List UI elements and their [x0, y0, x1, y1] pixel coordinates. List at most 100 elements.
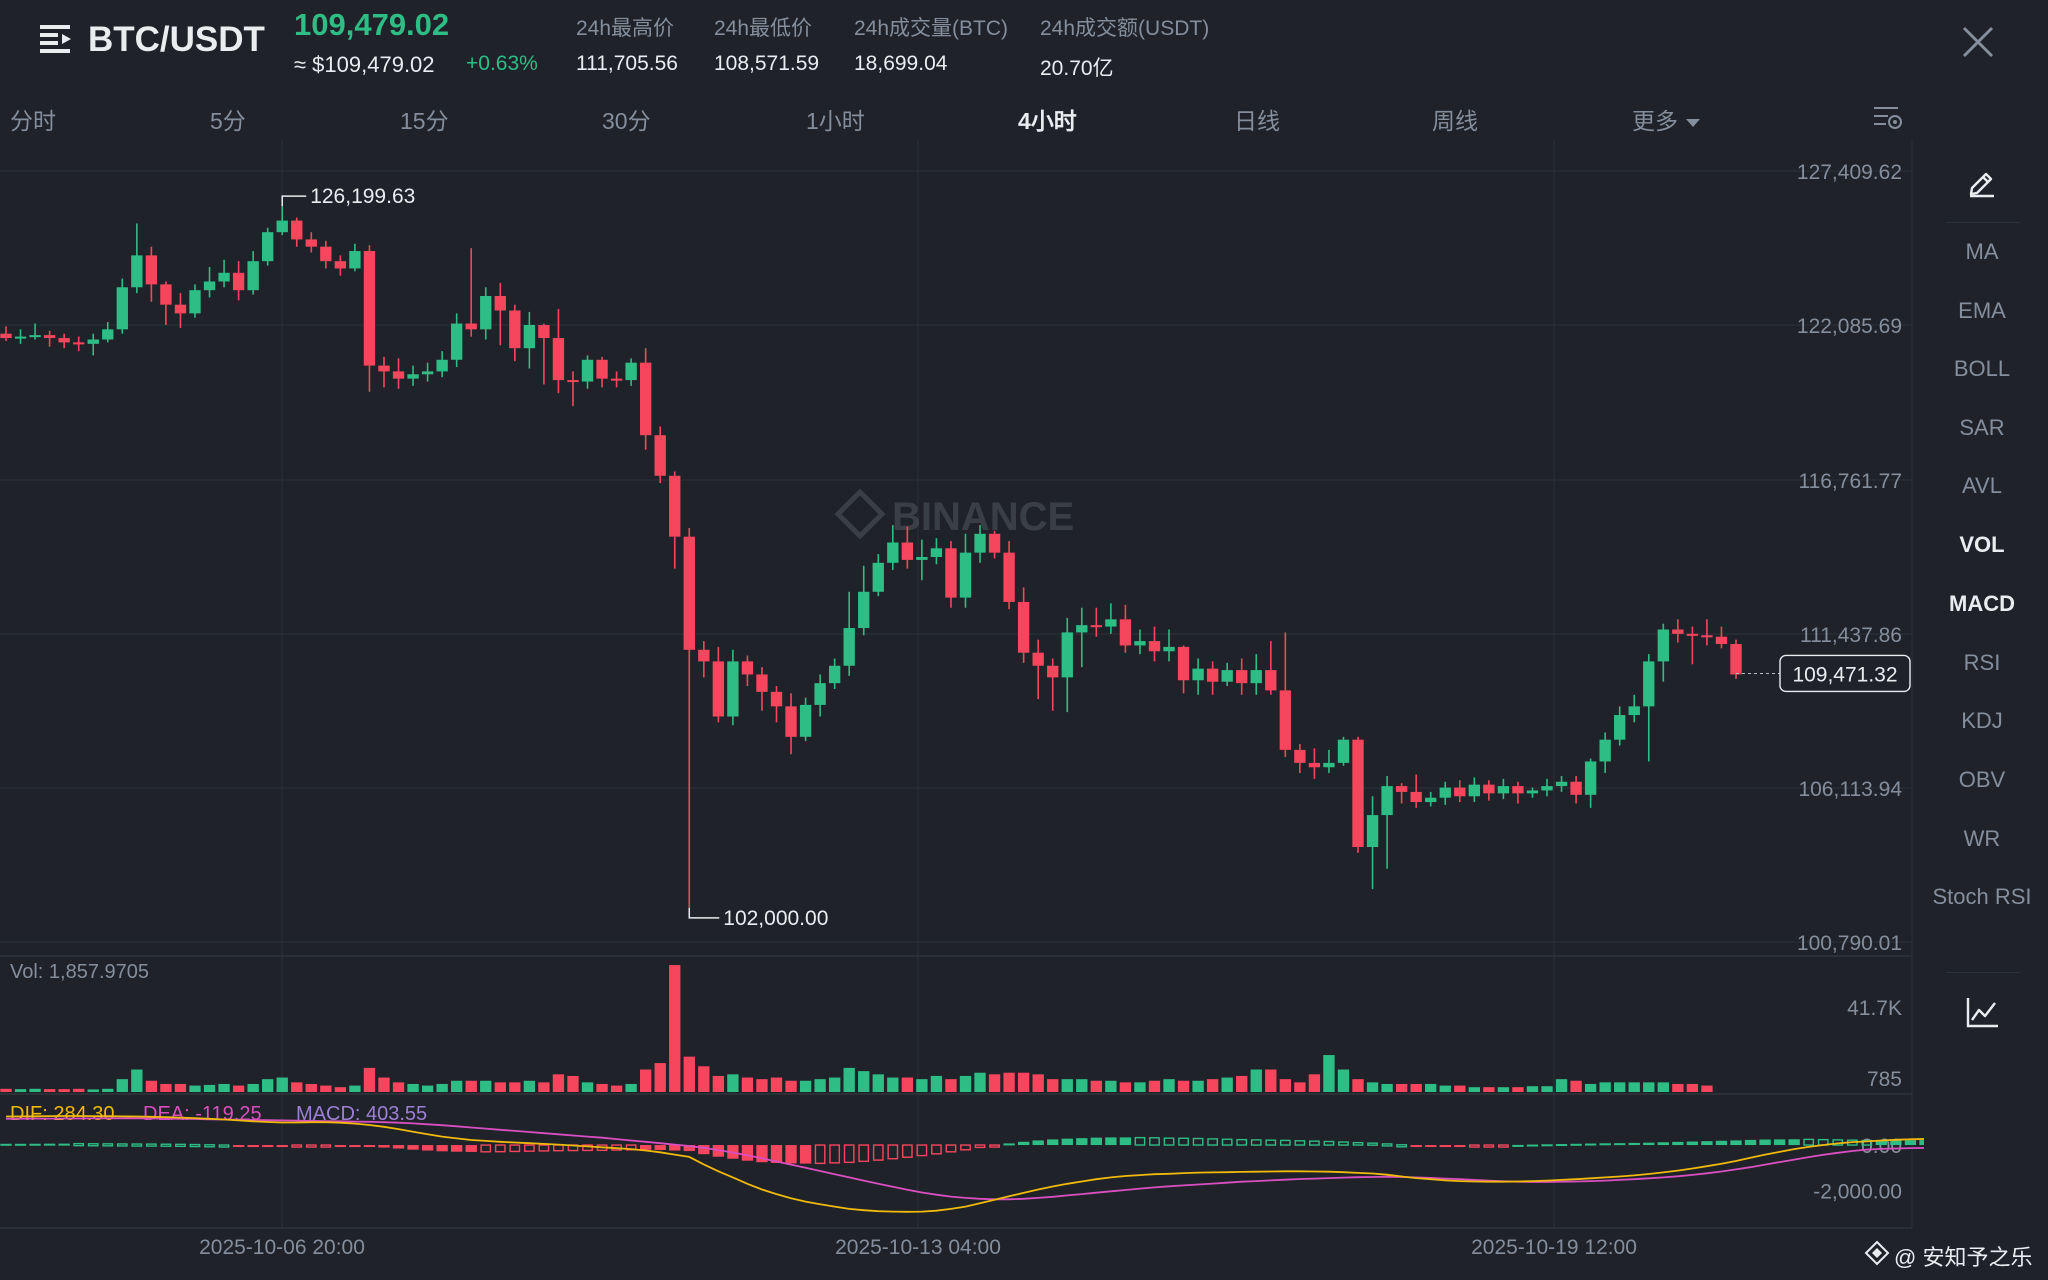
- sidebar-item-stoch-rsi[interactable]: Stoch RSI: [1932, 884, 2032, 909]
- volume-bar: [276, 1077, 288, 1092]
- stat-label: 24h最低价: [714, 17, 813, 40]
- candle-body: [1730, 643, 1742, 675]
- stat-value: 18,699.04: [854, 52, 948, 75]
- sidebar-item-ema[interactable]: EMA: [1958, 298, 2006, 323]
- tab-1s[interactable]: 分时: [10, 108, 56, 134]
- volume-bar: [1541, 1086, 1553, 1092]
- candle-body: [596, 359, 608, 379]
- tab-1h[interactable]: 1小时: [806, 108, 865, 134]
- candle-body: [916, 556, 928, 560]
- volume-bar: [916, 1079, 928, 1092]
- macd-histogram-bar: [1396, 1144, 1407, 1148]
- volume-bar: [741, 1077, 754, 1092]
- volume-bar: [421, 1085, 434, 1092]
- candle-body: [1308, 762, 1321, 768]
- candle-body: [1425, 797, 1437, 803]
- menu-icon[interactable]: [38, 22, 74, 56]
- macd-histogram-bar: [87, 1143, 99, 1147]
- candle-body: [509, 310, 521, 349]
- volume-bar: [639, 1069, 652, 1092]
- macd-histogram-bar: [683, 1145, 695, 1152]
- sidebar-item-avl[interactable]: AVL: [1962, 473, 2002, 498]
- macd-histogram-bar: [654, 1145, 666, 1151]
- sidebar-item-macd[interactable]: MACD: [1949, 591, 2015, 616]
- volume-bar: [858, 1071, 870, 1092]
- volume-bar: [538, 1082, 550, 1092]
- macd-histogram-bar: [1381, 1143, 1393, 1147]
- macd-histogram-bar: [1236, 1138, 1248, 1146]
- candle-body: [538, 324, 550, 339]
- macd-histogram-bar: [204, 1144, 215, 1148]
- macd-histogram-bar: [1265, 1139, 1277, 1146]
- stat-24h-turnover: 24h成交额(USDT) 20.70亿: [1040, 12, 1209, 82]
- tab-15m[interactable]: 15分: [400, 108, 449, 134]
- candle-body: [785, 706, 797, 737]
- macd-histogram-bar: [1541, 1144, 1553, 1147]
- pair-title[interactable]: BTC/USDT: [88, 20, 265, 59]
- volume-bar: [1366, 1082, 1379, 1092]
- sidebar-item-rsi[interactable]: RSI: [1963, 650, 2001, 675]
- volume-bar: [698, 1066, 710, 1092]
- candle-body: [262, 232, 274, 262]
- candle-body: [1206, 668, 1219, 682]
- tab-4h[interactable]: 4小时: [1018, 108, 1077, 134]
- sidebar-item-sar[interactable]: SAR: [1959, 415, 2005, 440]
- candlestick-chart[interactable]: BINANCE 127,409.62 122,085.69 116,761.77 111…: [0, 140, 1924, 1280]
- candle-body: [756, 674, 768, 692]
- macd-histogram-bar: [1526, 1144, 1539, 1147]
- sidebar-item-ma[interactable]: MA: [1965, 239, 1999, 264]
- sidebar-item-boll[interactable]: BOLL: [1953, 356, 2011, 381]
- sidebar-divider: [1946, 972, 2020, 973]
- sidebar-item-kdj[interactable]: KDJ: [1961, 708, 2003, 733]
- macd-histogram-bar: [349, 1145, 361, 1148]
- volume-bar: [1279, 1079, 1291, 1092]
- tab-more[interactable]: 更多: [1632, 102, 1700, 136]
- macd-histogram-bar: [1367, 1142, 1378, 1146]
- macd-histogram-bar: [276, 1145, 288, 1148]
- candle-body: [1003, 552, 1015, 602]
- macd-histogram-bar: [960, 1144, 971, 1151]
- sidebar-item-vol[interactable]: VOL: [1959, 532, 2005, 557]
- candle-body: [639, 362, 652, 436]
- macd-histogram-bar: [1599, 1143, 1611, 1146]
- volume-bar: [785, 1080, 797, 1092]
- macd-histogram-bar: [1890, 1140, 1902, 1146]
- volume-bar: [1250, 1069, 1262, 1092]
- macd-histogram-bar: [1643, 1142, 1655, 1146]
- volume-bar: [451, 1080, 463, 1092]
- volume-bar: [1599, 1082, 1611, 1092]
- macd-histogram-bar: [1483, 1144, 1495, 1148]
- binance-logo-icon: [1864, 1240, 1890, 1266]
- tab-1w[interactable]: 周线: [1432, 108, 1478, 134]
- candle-body: [770, 691, 783, 707]
- pencil-icon[interactable]: [1964, 162, 2000, 198]
- tab-30m[interactable]: 30分: [602, 108, 651, 134]
- macd-histogram-bar: [1309, 1140, 1320, 1146]
- volume-bar: [1076, 1079, 1088, 1092]
- macd-histogram-bar: [901, 1144, 913, 1158]
- macd-histogram-bar: [1032, 1140, 1044, 1146]
- macd-histogram-bar: [1003, 1143, 1015, 1146]
- candle-body: [145, 255, 158, 285]
- volume-bar: [1657, 1082, 1669, 1092]
- sidebar-item-wr[interactable]: WR: [1963, 826, 2001, 851]
- macd-histogram-bar: [538, 1144, 550, 1152]
- macd-histogram-bar: [175, 1143, 186, 1148]
- line-chart-icon[interactable]: [1964, 994, 2000, 1030]
- candle-body: [974, 533, 986, 553]
- macd-histogram-bar: [1730, 1140, 1742, 1146]
- sidebar-item-obv[interactable]: OBV: [1958, 767, 2006, 792]
- tab-1d[interactable]: 日线: [1234, 108, 1280, 134]
- volume-bar: [1672, 1083, 1684, 1092]
- macd-histogram-bar: [741, 1145, 754, 1161]
- volume-bar: [1061, 1079, 1073, 1092]
- candle-body: [1584, 761, 1597, 795]
- price-axis-tick: 106,113.94: [1798, 778, 1902, 801]
- chart-settings-icon[interactable]: [1870, 100, 1904, 134]
- close-icon[interactable]: [1958, 22, 1998, 62]
- macd-histogram-bar: [1701, 1141, 1713, 1146]
- macd-histogram-bar: [1555, 1144, 1568, 1147]
- tab-5m[interactable]: 5分: [210, 108, 246, 134]
- candle-body: [1352, 739, 1364, 848]
- volume-bar: [116, 1079, 128, 1092]
